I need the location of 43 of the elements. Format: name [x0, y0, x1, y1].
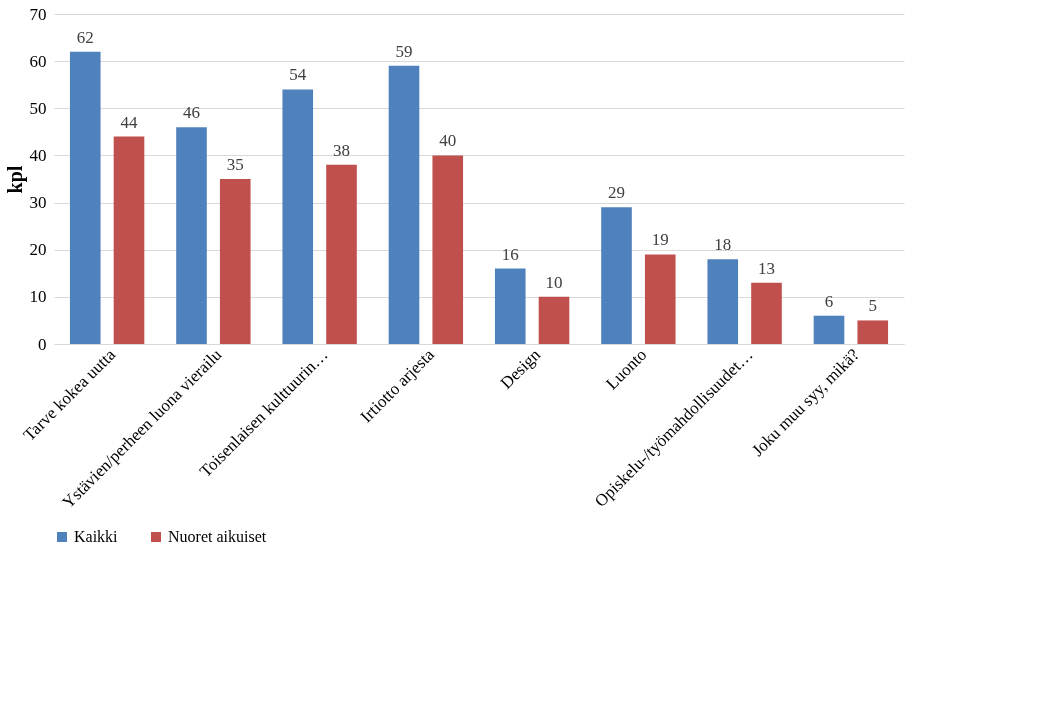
bar — [644, 254, 676, 344]
data-label: 29 — [608, 183, 625, 203]
data-label: 13 — [758, 258, 775, 278]
data-label: 44 — [120, 112, 138, 132]
data-label: 54 — [289, 65, 307, 85]
bar — [69, 51, 101, 344]
bar — [432, 155, 464, 344]
data-label: 62 — [76, 27, 94, 47]
bar — [857, 320, 889, 344]
legend-label: Kaikki — [74, 528, 119, 545]
bar — [388, 65, 420, 344]
y-tick-label: 40 — [29, 145, 47, 165]
bar — [282, 89, 314, 344]
data-label: 16 — [501, 244, 519, 264]
legend-label: Nuoret aikuiset — [168, 528, 267, 545]
data-label: 10 — [545, 272, 563, 292]
y-tick-label: 20 — [29, 240, 47, 260]
bar — [601, 207, 632, 344]
bar — [707, 259, 739, 344]
bar — [176, 127, 207, 344]
data-label: 46 — [183, 103, 200, 123]
bar — [538, 296, 570, 344]
data-label: 18 — [714, 235, 732, 255]
y-tick-label: 60 — [29, 51, 47, 71]
y-axis-title: kpl — [3, 165, 27, 194]
y-tick-label: 70 — [29, 4, 47, 24]
bar — [751, 282, 782, 344]
data-label: 6 — [824, 291, 834, 311]
y-tick-label: 0 — [38, 334, 47, 354]
bar — [813, 315, 845, 344]
bar — [494, 268, 526, 344]
data-label: 5 — [868, 296, 877, 316]
bar — [219, 179, 251, 344]
y-tick-label: 50 — [29, 98, 47, 118]
data-label: 19 — [651, 230, 669, 250]
data-label: 40 — [439, 131, 457, 151]
bar — [113, 136, 145, 344]
data-label: 35 — [226, 155, 244, 174]
bar — [326, 164, 357, 344]
y-tick-label: 30 — [29, 193, 47, 213]
data-label: 59 — [395, 41, 413, 61]
y-tick-label: 10 — [29, 287, 47, 307]
data-label: 38 — [333, 140, 350, 160]
